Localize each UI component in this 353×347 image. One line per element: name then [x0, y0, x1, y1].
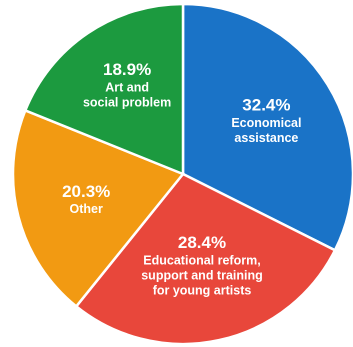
slice-category-label-3-line-1: social problem: [83, 95, 171, 109]
slice-percent-label-3: 18.9%: [103, 60, 151, 79]
slice-percent-label-0: 32.4%: [242, 96, 290, 115]
slice-category-label-0-line-1: assistance: [234, 131, 298, 145]
slice-category-label-1-line-1: support and training: [141, 268, 263, 282]
slice-category-label-3-line-0: Art and: [105, 80, 149, 94]
pie-slice-2: [11, 108, 186, 309]
slice-category-label-1-line-2: for young artists: [153, 283, 252, 297]
slice-percent-label-2: 20.3%: [62, 182, 110, 201]
slice-category-label-0-line-0: Economical: [231, 116, 301, 130]
pie-slice-3: [23, 2, 185, 176]
slice-percent-label-1: 28.4%: [178, 233, 226, 252]
slice-category-label-1-line-0: Educational reform,: [143, 253, 260, 267]
pie-slice-1: [74, 172, 337, 346]
pie-slices: [11, 2, 353, 346]
slice-category-label-2-line-0: Other: [70, 202, 103, 216]
pie-slice-0: [181, 2, 353, 252]
